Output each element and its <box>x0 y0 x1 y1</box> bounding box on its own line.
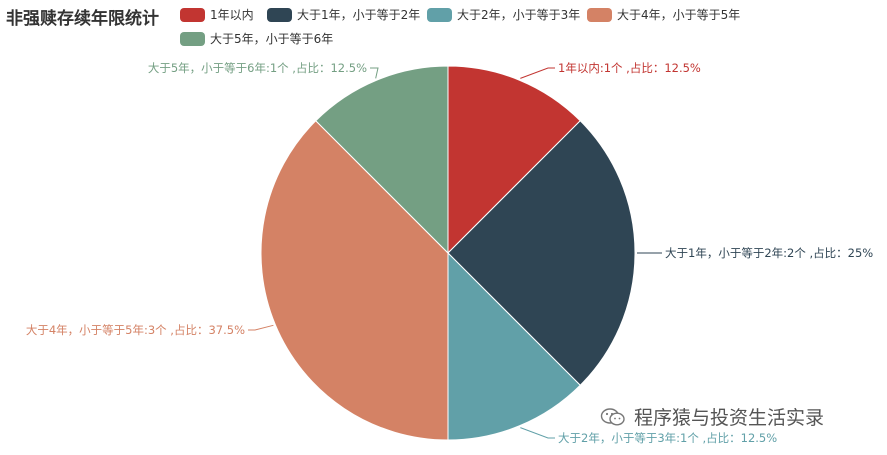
pie-slice[interactable] <box>447 251 581 441</box>
slice-label-line <box>520 67 555 79</box>
slice-label: 大于5年，小于等于6年:1个 ,占比：12.5% <box>148 61 367 75</box>
legend-item[interactable]: 大于2年，小于等于3年 <box>427 6 580 23</box>
wechat-icon <box>600 407 625 426</box>
legend-label: 大于2年，小于等于3年 <box>457 8 581 22</box>
pie-slice[interactable] <box>315 65 449 255</box>
pie-slice[interactable] <box>447 120 636 386</box>
legend-label: 大于5年，小于等于6年 <box>210 32 334 46</box>
slice-label-line <box>248 324 274 331</box>
legend-item[interactable]: 大于1年，小于等于2年 <box>267 6 420 23</box>
slice-label: 大于4年，小于等于5年:3个 ,占比：37.5% <box>26 323 245 337</box>
pie-slice[interactable] <box>260 120 449 441</box>
slice-label: 大于1年，小于等于2年:2个 ,占比：25% <box>665 246 873 260</box>
legend-label: 大于4年，小于等于5年 <box>617 8 741 22</box>
legend-item[interactable]: 1年以内 <box>180 6 254 23</box>
legend-label: 大于1年，小于等于2年 <box>297 8 421 22</box>
chart-title: 非强赎存续年限统计 <box>6 9 159 29</box>
slice-label-line <box>370 67 379 79</box>
slice-label-line <box>520 427 555 439</box>
watermark: 程序猿与投资生活实录 <box>600 403 824 430</box>
watermark-text: 程序猿与投资生活实录 <box>634 407 825 429</box>
legend-item[interactable]: 大于5年，小于等于6年 <box>180 30 333 47</box>
legend-label: 1年以内 <box>210 8 254 22</box>
pie-slice[interactable] <box>447 65 581 255</box>
legend-swatch <box>267 7 292 22</box>
legend-swatch <box>180 31 205 46</box>
legend-swatch <box>587 7 612 22</box>
legend-item[interactable]: 大于4年，小于等于5年 <box>587 6 740 23</box>
legend-swatch <box>427 7 452 22</box>
slice-label: 1年以内:1个 ,占比：12.5% <box>558 61 701 75</box>
legend-swatch <box>180 7 205 22</box>
slice-label: 大于2年，小于等于3年:1个 ,占比：12.5% <box>558 431 777 445</box>
